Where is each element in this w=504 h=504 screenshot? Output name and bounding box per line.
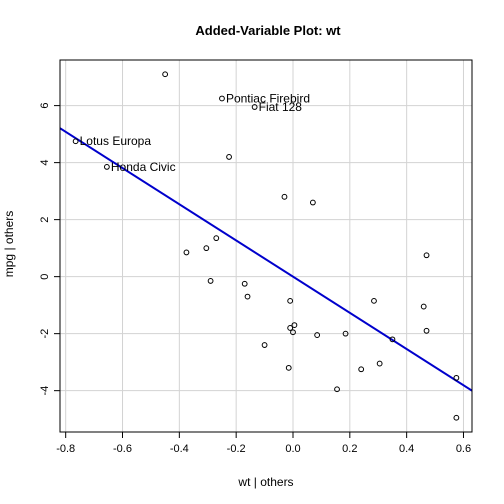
data-point [310,200,315,205]
data-point [184,250,189,255]
data-point [208,279,213,284]
x-tick-label: -0.6 [113,443,132,455]
data-point [377,361,382,366]
y-tick-label: 4 [39,160,51,166]
x-tick-label: 0.2 [342,443,357,455]
data-point [421,304,426,309]
y-tick-label: 2 [39,217,51,223]
data-point [262,343,267,348]
data-points [73,72,459,420]
y-tick-label: 0 [39,274,51,280]
x-tick-label: 0.0 [285,443,300,455]
data-point [282,194,287,199]
point-label: Lotus Europa [80,134,152,148]
plot-box [60,60,472,432]
data-point [286,365,291,370]
data-point [242,281,247,286]
data-point [73,139,78,144]
x-tick-label: -0.4 [170,443,189,455]
data-point [227,155,232,160]
data-point [454,375,459,380]
y-tick-label: -4 [39,386,51,396]
point-label: Fiat 128 [259,100,303,114]
data-point [454,415,459,420]
data-point [245,294,250,299]
x-tick-label: -0.2 [227,443,246,455]
data-point [220,96,225,101]
data-point [204,246,209,251]
y-axis-label: mpg | others [2,211,16,277]
y-tick-label: 6 [39,103,51,109]
y-axis: -4 -2 0 2 4 6 [39,103,60,396]
x-tick-label: -0.8 [56,443,75,455]
x-tick-label: 0.4 [399,443,414,455]
data-point [104,164,109,169]
x-axis: -0.8 -0.6 -0.4 -0.2 0.0 0.2 0.4 0.6 [56,432,471,455]
y-tick-label: -2 [39,329,51,339]
x-tick-label: 0.6 [456,443,471,455]
chart-title: Added-Variable Plot: wt [195,23,341,38]
data-point [372,298,377,303]
grid-lines [60,60,472,432]
data-point [424,328,429,333]
data-point [163,72,168,77]
data-point [288,298,293,303]
data-point [214,236,219,241]
point-label: Honda Civic [111,160,176,174]
data-point [359,367,364,372]
x-axis-label: wt | others [237,475,293,489]
data-point [424,253,429,258]
